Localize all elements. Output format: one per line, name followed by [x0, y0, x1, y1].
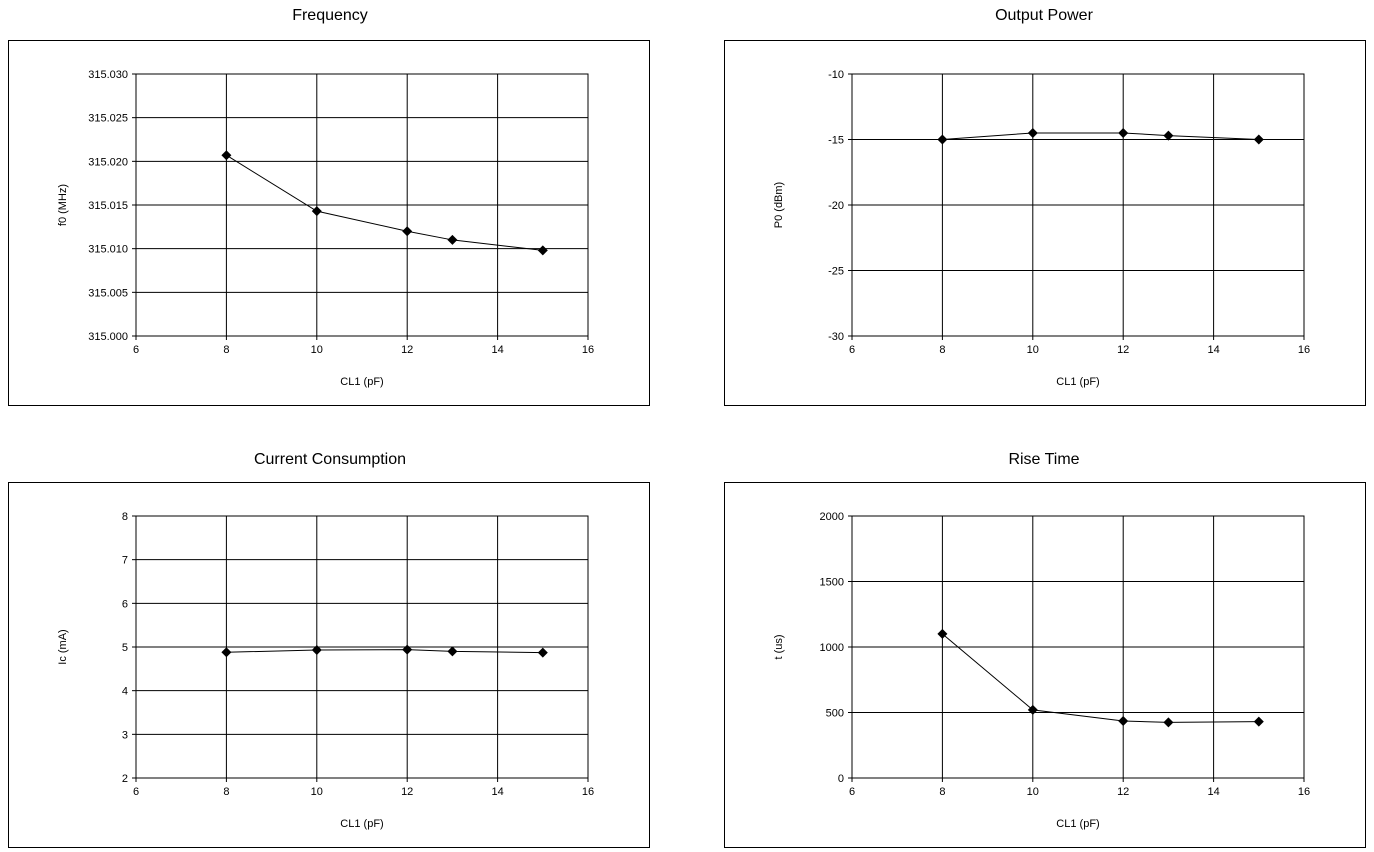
y-tick-label: -20 [828, 200, 844, 212]
y-tick-label: -25 [828, 266, 844, 278]
data-point-marker [1253, 134, 1264, 145]
y-tick-label: 5 [122, 642, 128, 654]
data-point-marker [1118, 716, 1129, 727]
x-tick-label: 12 [401, 786, 413, 798]
x-axis-label: CL1 (pF) [1056, 818, 1099, 830]
data-point-marker [1027, 127, 1038, 138]
y-axis-label: Ic (mA) [57, 629, 69, 664]
x-axis-label: CL1 (pF) [340, 818, 383, 830]
y-tick-label: 315.030 [88, 69, 128, 81]
data-point-marker [537, 647, 548, 658]
x-tick-label: 12 [1117, 344, 1129, 356]
y-axis-label: f0 (MHz) [57, 184, 69, 226]
x-tick-label: 14 [1207, 344, 1219, 356]
y-axis-label: P0 (dBm) [773, 182, 785, 228]
y-tick-label: 315.010 [88, 244, 128, 256]
data-point-marker [1253, 716, 1264, 727]
y-tick-label: 1000 [820, 642, 844, 654]
x-tick-label: 8 [939, 344, 945, 356]
x-tick-label: 6 [849, 786, 855, 798]
y-tick-label: 500 [826, 708, 844, 720]
y-tick-label: 6 [122, 598, 128, 610]
data-point-marker [1163, 130, 1174, 141]
y-tick-label: 315.005 [88, 287, 128, 299]
x-axis-label: CL1 (pF) [340, 376, 383, 388]
data-point-marker [311, 206, 322, 217]
data-point-marker [402, 226, 413, 237]
x-tick-label: 6 [133, 344, 139, 356]
series-line [942, 132, 1259, 140]
x-tick-label: 16 [1298, 344, 1310, 356]
data-point-marker [537, 245, 548, 256]
y-tick-label: 2000 [820, 511, 844, 523]
y-tick-label: 4 [122, 686, 128, 698]
y-tick-label: 1500 [820, 577, 844, 589]
x-tick-label: 6 [849, 344, 855, 356]
chart-frame-output-power: -30 -25 -20 -15 -10 6 8 10 12 14 16 CL1 (pF) P0 (dBm… [724, 40, 1366, 406]
y-tick-label: 8 [122, 511, 128, 523]
x-tick-label: 10 [311, 786, 323, 798]
frequency-chart: 315.000 315.005 315.010 315.015 315.020 315.0… [57, 69, 594, 388]
x-tick-label: 10 [1027, 344, 1039, 356]
y-tick-label: 0 [838, 773, 844, 785]
data-point-marker [402, 644, 413, 655]
x-tick-label: 8 [939, 786, 945, 798]
x-tick-label: 16 [582, 786, 594, 798]
data-point-marker [937, 628, 948, 639]
series-line [226, 649, 543, 654]
data-point-marker [447, 234, 458, 245]
chart-title-output-power: Output Power [995, 7, 1093, 24]
data-point-marker [1027, 704, 1038, 715]
y-tick-label: 315.025 [88, 113, 128, 125]
series-line [226, 154, 543, 251]
x-tick-label: 8 [223, 344, 229, 356]
data-point-marker [447, 646, 458, 657]
data-point-marker [221, 647, 232, 658]
x-tick-label: 12 [401, 344, 413, 356]
current-consumption-chart: 2 3 4 5 6 7 8 6 8 10 12 14 16 CL1 (pF) Ic (mA) [57, 511, 594, 830]
data-point-marker [1163, 717, 1174, 728]
y-tick-label: 3 [122, 729, 128, 741]
data-point-marker [937, 134, 948, 145]
x-tick-label: 14 [1207, 786, 1219, 798]
chart-frame-rise-time: 0 500 1000 1500 2000 6 8 10 12 14 16 CL1 (pF) t (us) [724, 482, 1366, 848]
y-axis-label: t (us) [773, 634, 785, 659]
y-tick-label: 315.000 [88, 331, 128, 343]
y-tick-label: 7 [122, 555, 128, 567]
y-tick-label: -30 [828, 331, 844, 343]
chart-frame-current-consumption: 2 3 4 5 6 7 8 6 8 10 12 14 16 CL1 (pF) Ic (mA) [8, 482, 650, 848]
y-tick-label: 315.020 [88, 156, 128, 168]
y-tick-label: -15 [828, 135, 844, 147]
x-tick-label: 16 [582, 344, 594, 356]
data-point-marker [221, 150, 232, 161]
chart-title-current-consumption: Current Consumption [253, 451, 407, 468]
x-tick-label: 14 [491, 344, 503, 356]
x-tick-label: 10 [1027, 786, 1039, 798]
data-point-marker [1118, 127, 1129, 138]
chart-title-frequency: Frequency [292, 7, 368, 24]
data-point-marker [311, 645, 322, 656]
x-tick-label: 10 [311, 344, 323, 356]
y-tick-label: -10 [828, 69, 844, 81]
y-tick-label: 315.015 [88, 200, 128, 212]
x-tick-label: 12 [1117, 786, 1129, 798]
x-tick-label: 6 [133, 786, 139, 798]
x-tick-label: 14 [491, 786, 503, 798]
chart-frame-frequency: 315.000 315.005 315.010 315.015 315.020 315.0… [8, 40, 650, 406]
x-axis-label: CL1 (pF) [1056, 376, 1099, 388]
x-tick-label: 16 [1298, 786, 1310, 798]
y-tick-label: 2 [122, 773, 128, 785]
x-tick-label: 8 [223, 786, 229, 798]
rise-time-chart: 0 500 1000 1500 2000 6 8 10 12 14 16 CL1 (pF) t (us) [773, 511, 1310, 830]
chart-title-rise-time: Rise Time [1008, 451, 1080, 468]
output-power-chart: -30 -25 -20 -15 -10 6 8 10 12 14 16 CL1 (pF) P0 (dBm… [773, 69, 1310, 388]
